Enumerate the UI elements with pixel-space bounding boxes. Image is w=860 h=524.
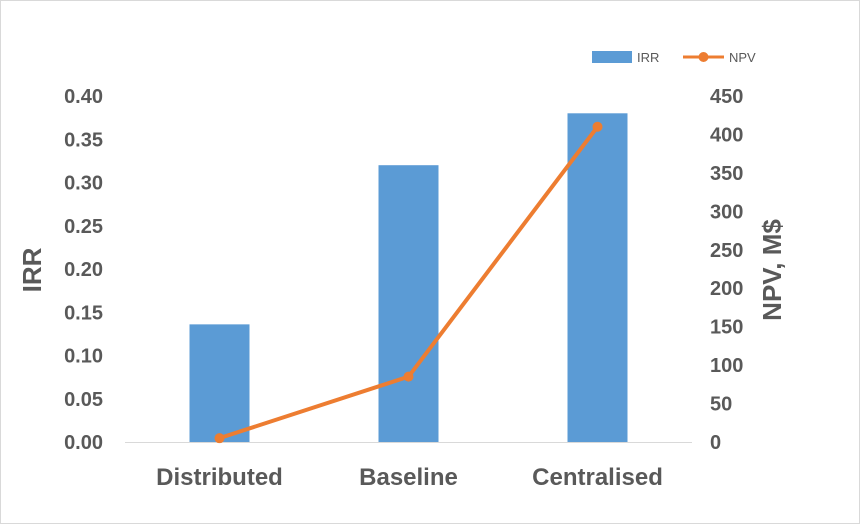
y-tick-label-left: 0.20 bbox=[64, 259, 103, 281]
y-tick-label-left: 0.25 bbox=[64, 216, 103, 238]
y-axis-title-right: NPV, M$ bbox=[757, 219, 787, 321]
y-tick-label-left: 0.35 bbox=[64, 129, 103, 151]
y-tick-label-right: 400 bbox=[710, 124, 743, 146]
y-tick-label-left: 0.00 bbox=[64, 432, 103, 454]
legend: IRR NPV bbox=[592, 50, 756, 65]
bar-irr bbox=[189, 324, 250, 442]
x-tick-label: Centralised bbox=[532, 464, 663, 491]
y-tick-label-left: 0.05 bbox=[64, 389, 103, 411]
y-tick-label-right: 0 bbox=[710, 432, 721, 454]
point-npv bbox=[592, 121, 603, 132]
right-axis: 0 50 100 150 200 250 300 350 400 450 bbox=[710, 86, 743, 454]
legend-swatch-irr bbox=[592, 51, 632, 63]
point-npv bbox=[403, 371, 414, 382]
y-tick-label-left: 0.30 bbox=[64, 173, 103, 195]
x-axis-categories: Distributed Baseline Centralised bbox=[156, 464, 663, 491]
y-tick-label-right: 300 bbox=[710, 201, 743, 223]
y-tick-label-right: 450 bbox=[710, 86, 743, 108]
bar-irr bbox=[567, 113, 628, 443]
y-tick-label-right: 200 bbox=[710, 278, 743, 300]
legend-label-irr: IRR bbox=[637, 50, 659, 65]
y-tick-label-right: 100 bbox=[710, 355, 743, 377]
bar-series-irr bbox=[189, 113, 628, 443]
x-tick-label: Baseline bbox=[359, 464, 458, 491]
y-tick-label-left: 0.10 bbox=[64, 346, 103, 368]
y-tick-label-right: 50 bbox=[710, 394, 732, 416]
left-axis: 0.00 0.05 0.10 0.15 0.20 0.25 0.30 0.35 0.40 bbox=[64, 86, 103, 454]
x-tick-label: Distributed bbox=[156, 464, 283, 491]
point-npv bbox=[214, 433, 225, 444]
line-series-npv bbox=[214, 121, 603, 444]
bar-irr bbox=[378, 165, 439, 442]
y-tick-label-left: 0.40 bbox=[64, 86, 103, 108]
legend-swatch-npv-marker bbox=[698, 52, 709, 62]
y-tick-label-right: 250 bbox=[710, 240, 743, 262]
y-tick-label-left: 0.15 bbox=[64, 302, 103, 324]
y-tick-label-right: 350 bbox=[710, 163, 743, 185]
legend-label-npv: NPV bbox=[729, 50, 756, 65]
y-axis-title-left: IRR bbox=[17, 247, 47, 292]
y-tick-label-right: 150 bbox=[710, 317, 743, 339]
